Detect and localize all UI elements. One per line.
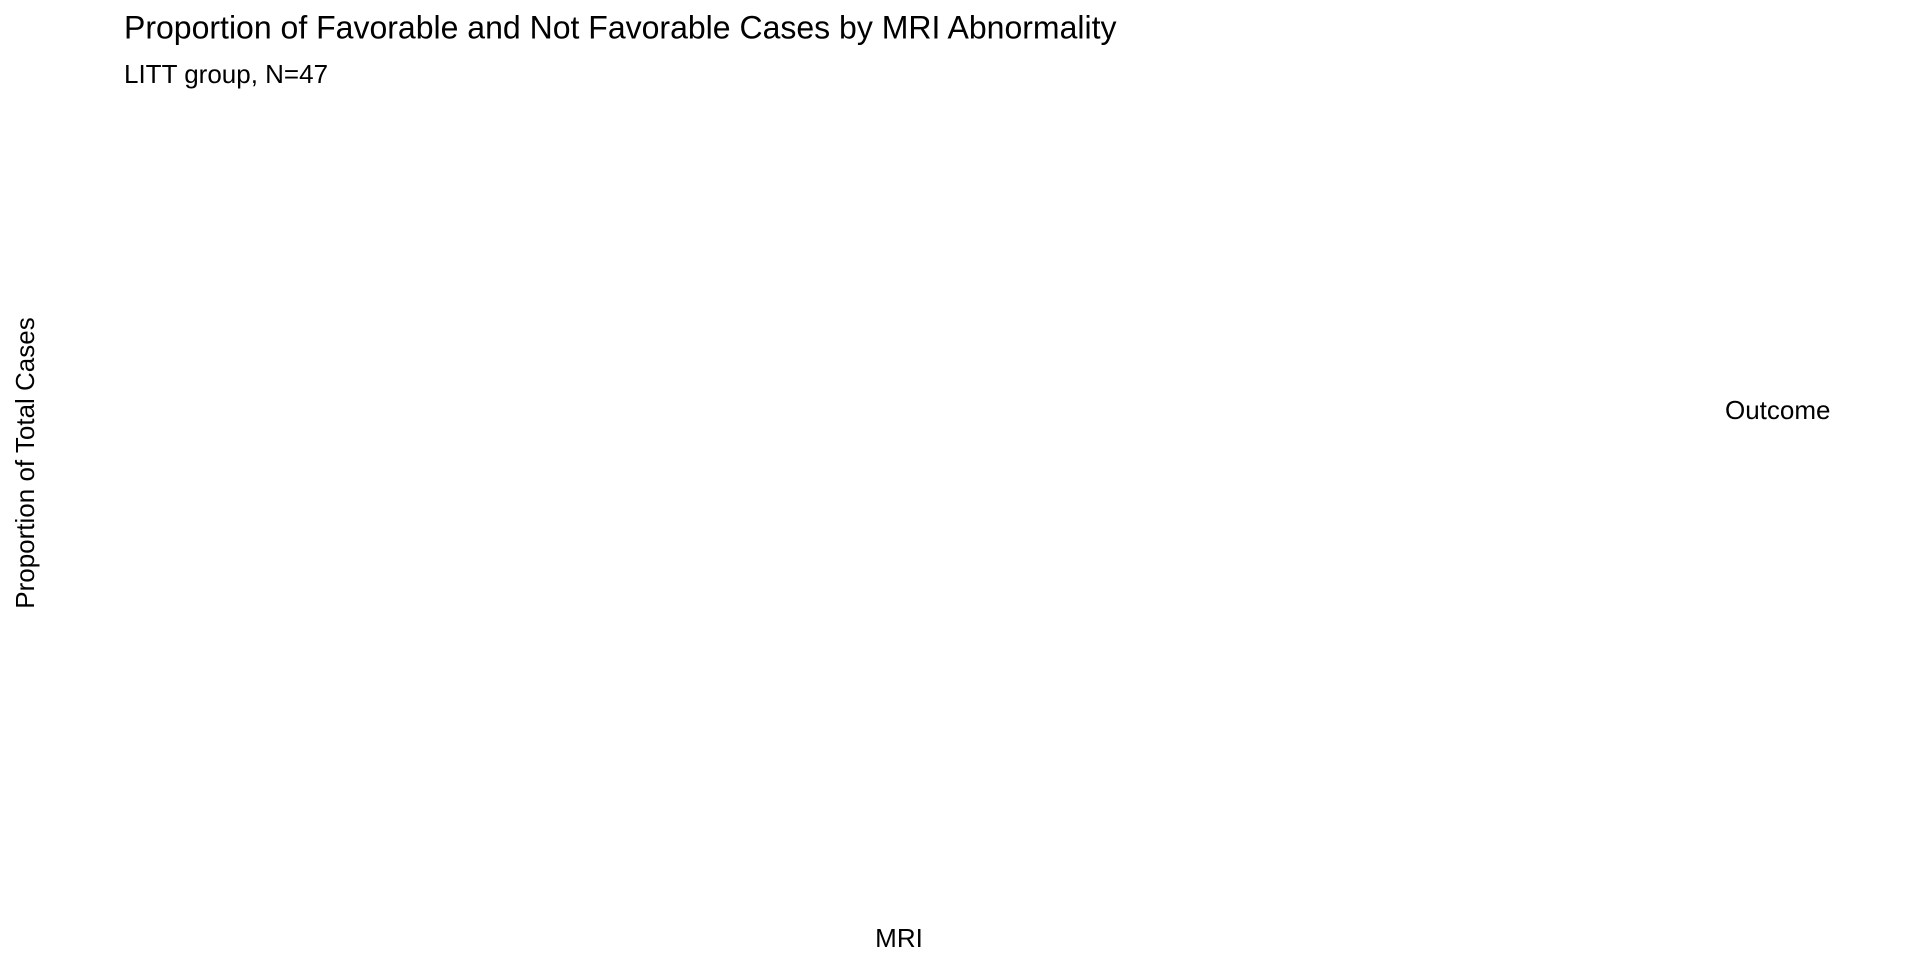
chart-title: Proportion of Favorable and Not Favorabl…: [124, 9, 1116, 45]
x-axis-title: MRI: [875, 923, 923, 953]
legend-title: Outcome: [1725, 395, 1831, 425]
chart-subtitle: LITT group, N=47: [124, 59, 328, 89]
y-axis-title: Proportion of Total Cases: [10, 317, 40, 608]
